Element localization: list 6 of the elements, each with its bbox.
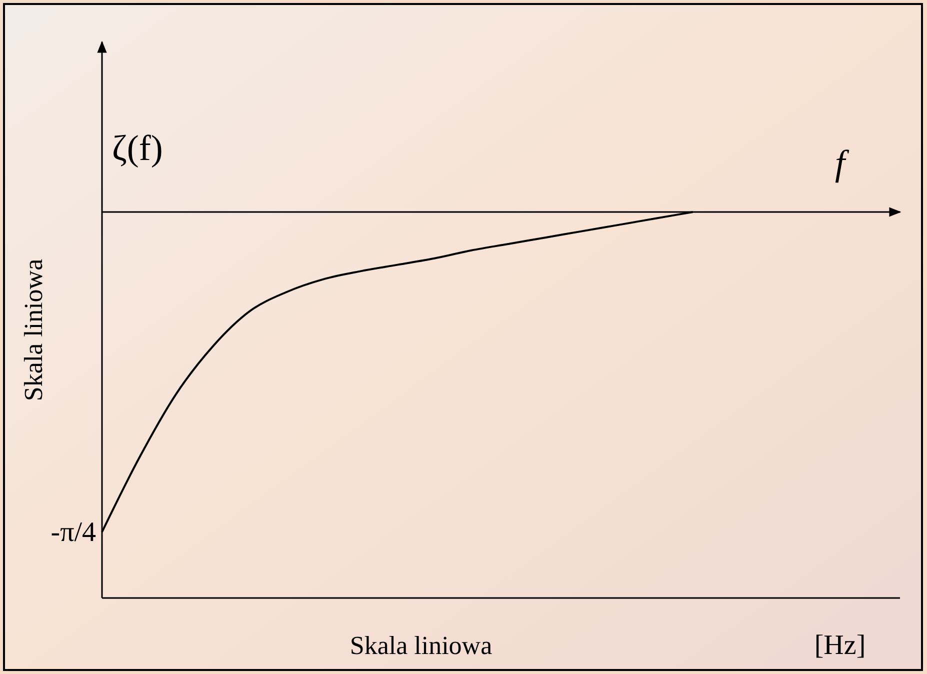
text: -π/4 (50, 517, 96, 548)
x-axis-title: Skala liniowa (350, 631, 493, 660)
text: ζ(f) (112, 128, 163, 168)
text: f (834, 143, 850, 183)
text: [Hz] (814, 630, 866, 661)
y-axis-title: Skala liniowa (19, 258, 48, 402)
